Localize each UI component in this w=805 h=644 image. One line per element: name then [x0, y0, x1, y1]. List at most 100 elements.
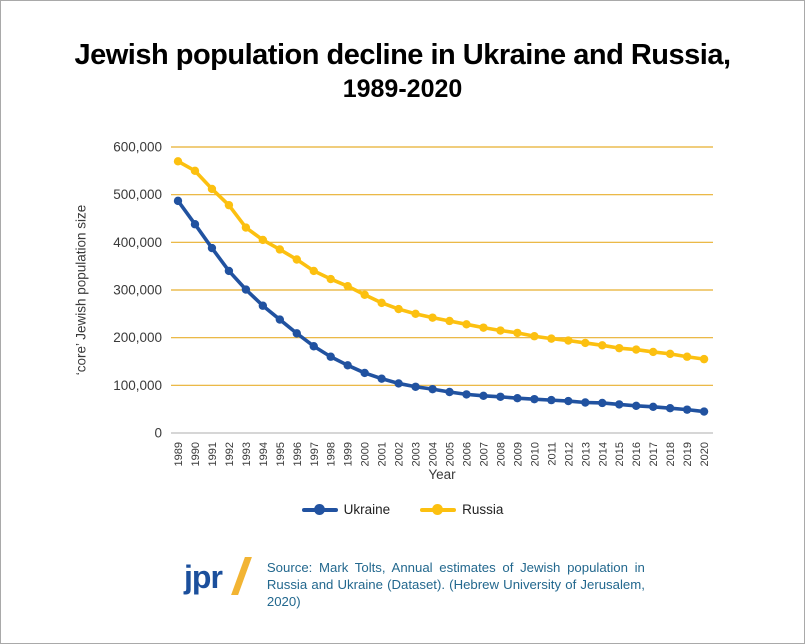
series-ukraine-point	[445, 387, 454, 397]
x-tick-label: 2015	[614, 442, 626, 466]
series-russia-point	[615, 343, 624, 353]
russia-line-marker-icon	[420, 504, 457, 515]
x-tick-label: 1991	[207, 442, 219, 466]
legend: Ukraine Russia	[1, 502, 804, 517]
series-ukraine-point	[275, 315, 285, 324]
series-russia-point	[699, 354, 709, 364]
y-tick-label: 500,000	[113, 187, 162, 202]
x-tick-label: 2000	[360, 442, 372, 466]
series-russia-point	[648, 347, 658, 357]
x-tick-label: 2008	[495, 442, 507, 466]
y-tick-label: 100,000	[113, 378, 162, 393]
x-tick-label: 2004	[428, 442, 440, 466]
chart-title: Jewish population decline in Ukraine and…	[1, 39, 804, 104]
series-russia-point	[598, 341, 607, 350]
series-ukraine-point	[309, 342, 318, 351]
x-tick-label: 1997	[309, 442, 321, 466]
series-ukraine-line	[176, 199, 706, 414]
series-russia-point	[394, 304, 403, 314]
series-ukraine-point	[564, 396, 573, 406]
series-ukraine-point	[547, 395, 556, 405]
series-russia-point	[241, 223, 251, 232]
series-ukraine-point	[513, 394, 522, 403]
x-tick-label: 2013	[580, 442, 592, 466]
series-russia-point	[207, 184, 217, 194]
legend-label-russia: Russia	[462, 502, 504, 517]
series-russia-point	[173, 157, 183, 166]
series-ukraine-point	[631, 401, 641, 411]
x-tick-label: 2014	[597, 442, 609, 466]
x-tick-label: 1995	[275, 442, 287, 466]
jpr-logo: jpr	[184, 559, 223, 595]
series-ukraine-point	[598, 398, 607, 408]
series-russia-point	[360, 290, 369, 299]
x-tick-label: 1989	[173, 442, 185, 466]
series-ukraine-point	[428, 384, 437, 394]
series-russia-line	[176, 159, 706, 361]
series-russia-point	[258, 235, 268, 245]
x-tick-label: 1992	[224, 442, 236, 466]
x-tick-label: 2012	[563, 442, 575, 466]
series-ukraine-point	[343, 361, 352, 370]
legend-item-ukraine: Ukraine	[301, 502, 391, 517]
x-tick-label: 1998	[326, 442, 338, 466]
series-russia-point	[631, 345, 641, 354]
series-russia-point	[547, 334, 556, 343]
y-axis-title: ‘core’ Jewish population size	[73, 204, 89, 376]
legend-label-ukraine: Ukraine	[343, 502, 391, 517]
series-russia-point	[292, 255, 301, 264]
series-russia-point	[496, 326, 505, 335]
series-ukraine-point	[648, 402, 658, 411]
series-ukraine-point	[615, 400, 624, 409]
x-tick-label: 1999	[343, 442, 355, 466]
y-tick-label: 300,000	[113, 283, 162, 298]
series-russia-point	[530, 332, 539, 341]
series-ukraine-point	[682, 405, 692, 414]
series-russia-point	[581, 338, 590, 348]
series-russia-point	[326, 274, 335, 284]
x-tick-label: 1996	[292, 442, 304, 466]
x-tick-label: 2017	[648, 442, 660, 466]
series-russia-point	[428, 313, 437, 322]
series-ukraine-point	[360, 368, 369, 378]
series-russia-point	[462, 320, 471, 329]
series-russia-point	[665, 349, 675, 359]
x-tick-label: 2010	[529, 442, 541, 466]
footer: jpr Source: Mark Tolts, Annual estimates…	[184, 557, 645, 624]
x-tick-label: 2002	[394, 442, 406, 466]
x-tick-label: 2018	[665, 442, 677, 466]
series-ukraine-point	[665, 404, 675, 413]
series-ukraine-point	[190, 220, 200, 229]
series-ukraine-point	[241, 285, 251, 294]
series-russia-point	[224, 200, 234, 210]
series-russia-point	[190, 166, 200, 176]
chart-title-line-2: 1989-2020	[342, 75, 463, 104]
x-tick-label: 2019	[682, 442, 694, 466]
series-ukraine-point	[326, 352, 335, 361]
source-text: Source: Mark Tolts, Annual estimates of …	[266, 560, 645, 609]
x-tick-label: 2003	[411, 442, 423, 466]
x-tick-label: 2011	[546, 442, 558, 466]
series-russia-point	[445, 316, 454, 326]
legend-item-russia: Russia	[420, 502, 503, 517]
x-tick-label: 1994	[258, 442, 270, 466]
series-russia-point	[309, 266, 318, 276]
series-ukraine-point	[479, 391, 488, 401]
series-russia-point	[513, 328, 522, 338]
series-russia-point	[343, 281, 352, 291]
series-ukraine-point	[207, 243, 217, 253]
x-tick-label: 2006	[461, 442, 473, 466]
series-ukraine-point	[394, 379, 403, 388]
chart-title-line-1: Jewish population decline in Ukraine and…	[74, 39, 731, 71]
series-ukraine-point	[411, 382, 420, 391]
series-ukraine-point	[699, 407, 709, 416]
y-tick-label: 400,000	[113, 235, 162, 250]
x-tick-label: 2001	[377, 442, 389, 466]
series-ukraine-point	[530, 394, 539, 404]
series-ukraine-point	[581, 398, 590, 407]
series-ukraine-point	[292, 329, 301, 338]
series-ukraine-point	[258, 301, 268, 310]
ukraine-line-marker-icon	[301, 504, 338, 515]
x-tick-label: 2016	[631, 442, 643, 466]
x-tick-label: 2009	[512, 442, 524, 466]
